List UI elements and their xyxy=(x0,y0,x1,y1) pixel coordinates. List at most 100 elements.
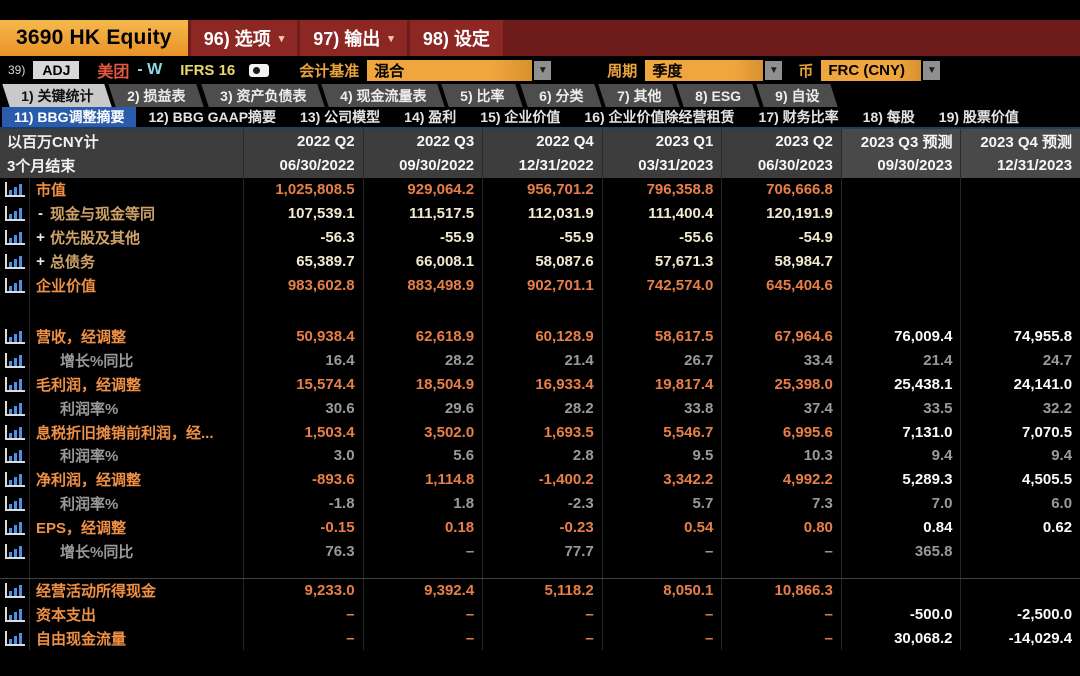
subtab[interactable]: 18) 每股 xyxy=(862,109,915,125)
table-row: 净利润，经调整 -893.6 1,114.8 -1,400.2 3,342.2 4,992… xyxy=(0,467,1080,492)
value-cell: -1,400.2 xyxy=(482,467,602,492)
icon-cell-empty xyxy=(0,562,30,578)
value-cell: 111,517.5 xyxy=(362,201,483,226)
row-label[interactable]: EPS，经调整 xyxy=(30,515,243,539)
bar-chart-icon[interactable] xyxy=(0,539,30,563)
value-cell: -54.9 xyxy=(721,225,841,250)
value-cell: 33.8 xyxy=(601,396,722,421)
bar-chart-icon[interactable] xyxy=(0,225,30,250)
subtab[interactable]: 17) 财务比率 xyxy=(758,109,839,125)
value-cell: – xyxy=(721,626,841,651)
subtab[interactable]: 12) BBG GAAP摘要 xyxy=(148,109,277,125)
bar-chart-icon[interactable] xyxy=(0,249,30,274)
row-label[interactable]: + 总债务 xyxy=(30,249,243,273)
row-label[interactable]: 增长%同比 xyxy=(30,349,243,373)
currency-dropdown[interactable]: FRC (CNY) ▼ xyxy=(821,59,941,81)
tab[interactable]: 1) 关键统计 xyxy=(2,84,113,107)
bar-chart-icon[interactable] xyxy=(0,324,30,349)
subtab[interactable]: 11) BBG调整摘要 xyxy=(2,107,137,127)
bar-chart-icon[interactable] xyxy=(0,201,30,226)
tab[interactable]: 7) 其他 xyxy=(598,84,681,107)
subtab[interactable]: 14) 盈利 xyxy=(404,109,457,125)
row-label[interactable]: 净利润，经调整 xyxy=(30,468,243,492)
value-cell: 5,546.7 xyxy=(601,420,722,444)
currency-value[interactable]: FRC (CNY) xyxy=(821,59,922,81)
bar-chart-icon[interactable] xyxy=(0,443,30,468)
value-cell: 7,131.0 xyxy=(840,420,961,444)
value-cell: 29.6 xyxy=(362,396,483,421)
tab[interactable]: 4) 现金流量表 xyxy=(321,84,446,107)
menu-item[interactable]: 97) 输出 ▾ xyxy=(300,20,407,56)
menu-item-label: 97) 输出 xyxy=(313,29,381,49)
bar-chart-icon[interactable] xyxy=(0,626,30,651)
bar-chart-icon[interactable] xyxy=(0,491,30,516)
row-label[interactable]: + 优先股及其他 xyxy=(30,226,243,250)
value-cell: 9.4 xyxy=(960,443,1080,468)
subtab[interactable]: 15) 企业价值 xyxy=(480,109,561,125)
value-cell: – xyxy=(601,626,722,651)
subtab[interactable]: 19) 股票价值 xyxy=(938,109,1019,125)
tab[interactable]: 5) 比率 xyxy=(441,84,524,107)
row-label[interactable]: 利润率% xyxy=(30,396,243,420)
column-header-quarter: 2023 Q4 预测 xyxy=(960,129,1080,154)
menu-item[interactable]: 96) 选项 ▾ xyxy=(190,20,298,56)
value-cell: 6.0 xyxy=(960,491,1080,516)
bar-chart-icon[interactable] xyxy=(0,420,30,444)
menu-item-label: 96) 选项 xyxy=(203,29,271,49)
tab[interactable]: 2) 损益表 xyxy=(108,84,205,107)
row-label[interactable]: - 现金与现金等同 xyxy=(30,202,243,226)
value-cell xyxy=(960,296,1080,325)
value-cell: 742,574.0 xyxy=(601,273,722,297)
value-cell: 7.0 xyxy=(840,491,961,516)
row-label[interactable]: 利润率% xyxy=(30,492,243,516)
row-label-text: 优先股及其他 xyxy=(50,229,141,247)
basis-dropdown[interactable]: 混合 ▼ xyxy=(367,59,552,81)
bar-chart-icon[interactable] xyxy=(0,396,30,421)
row-label[interactable]: 利润率% xyxy=(30,444,243,468)
value-cell: 77.7 xyxy=(482,539,602,563)
subtab[interactable]: 16) 企业价值除经营租赁 xyxy=(584,109,735,125)
value-cell: 18,504.9 xyxy=(362,372,483,397)
tab[interactable]: 8) ESG xyxy=(676,84,761,107)
adj-toggle[interactable]: ADJ xyxy=(33,61,80,79)
row-label[interactable]: 经营活动所得现金 xyxy=(30,579,243,603)
bar-chart-icon[interactable] xyxy=(0,372,30,397)
value-cell: -14,029.4 xyxy=(960,626,1080,651)
row-label[interactable]: 营收，经调整 xyxy=(30,325,243,349)
column-header-date: 09/30/2022 xyxy=(362,153,483,178)
row-label[interactable]: 毛利润，经调整 xyxy=(30,373,243,397)
row-label-text: 企业价值 xyxy=(36,277,97,295)
value-cell xyxy=(601,296,722,325)
bar-chart-icon[interactable] xyxy=(0,602,30,627)
bar-chart-icon[interactable] xyxy=(0,467,30,492)
menu-item[interactable]: 98) 设定 xyxy=(409,20,503,56)
bar-chart-icon[interactable] xyxy=(0,178,30,202)
row-label[interactable]: 企业价值 xyxy=(30,273,243,297)
row-label[interactable]: 息税折旧摊销前利润，经... xyxy=(30,420,243,444)
value-cell xyxy=(840,249,961,274)
bar-chart-icon[interactable] xyxy=(0,348,30,373)
value-cell: 16,933.4 xyxy=(482,372,602,397)
row-label[interactable]: 增长%同比 xyxy=(30,539,243,563)
caret-down-icon[interactable]: ▼ xyxy=(534,60,552,80)
row-label[interactable]: 资本支出 xyxy=(30,603,243,627)
basis-value[interactable]: 混合 xyxy=(367,59,533,81)
caret-down-icon[interactable]: ▼ xyxy=(765,60,783,80)
caret-down-icon[interactable]: ▼ xyxy=(923,60,941,80)
subtab[interactable]: 13) 公司模型 xyxy=(300,109,381,125)
value-cell: 67,964.6 xyxy=(721,324,841,349)
value-cell: 902,701.1 xyxy=(482,273,602,297)
tab[interactable]: 6) 分类 xyxy=(519,84,602,107)
row-label[interactable]: 自由现金流量 xyxy=(30,627,243,651)
bar-chart-icon[interactable] xyxy=(0,515,30,540)
column-header-quarter: 2023 Q3 预测 xyxy=(840,129,961,154)
security-title[interactable]: 3690 HK Equity xyxy=(0,20,188,56)
row-label-text: 利润率% xyxy=(60,495,119,513)
tab[interactable]: 9) 自设 xyxy=(756,84,839,107)
bar-chart-icon[interactable] xyxy=(0,273,30,297)
bar-chart-icon[interactable] xyxy=(0,578,30,603)
period-dropdown[interactable]: 季度 ▼ xyxy=(645,59,783,81)
tab[interactable]: 3) 资产负债表 xyxy=(200,84,325,107)
period-value[interactable]: 季度 xyxy=(645,59,764,81)
row-label[interactable]: 市值 xyxy=(30,178,243,202)
